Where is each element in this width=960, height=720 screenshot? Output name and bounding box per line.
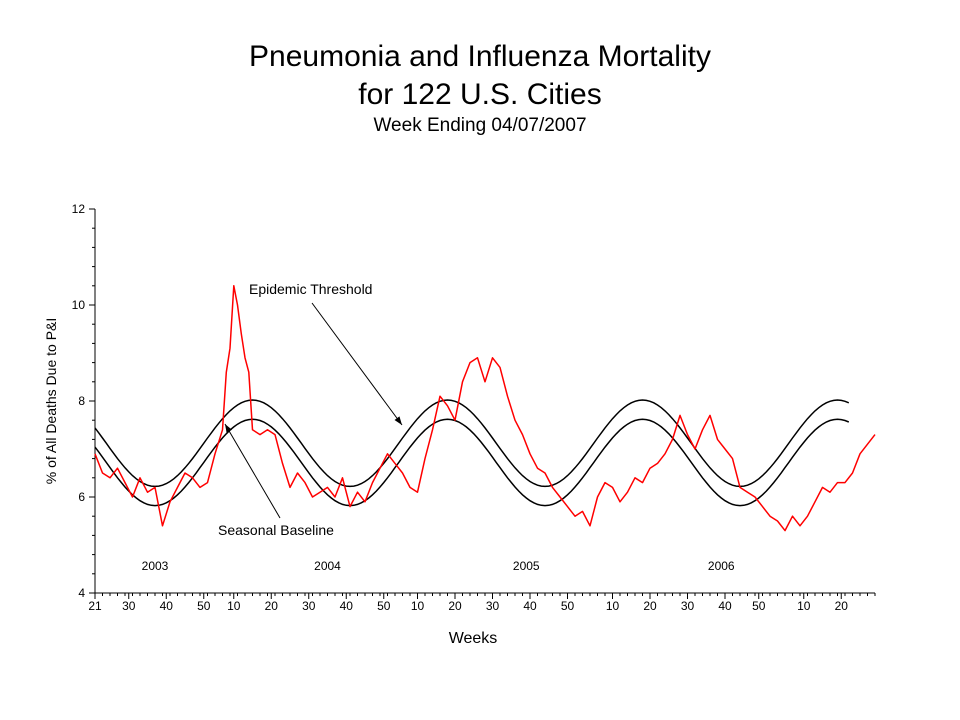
- y-tick-label: 12: [72, 202, 86, 216]
- year-label: 2006: [708, 559, 735, 573]
- x-tick-label: 30: [122, 599, 136, 613]
- chart-title: Pneumonia and Influenza Mortality: [249, 40, 711, 73]
- y-tick-label: 4: [78, 586, 85, 600]
- x-tick-label: 40: [718, 599, 732, 613]
- chart-title-block: Pneumonia and Influenza Mortality for 12…: [0, 38, 960, 138]
- x-tick-label: 50: [561, 599, 575, 613]
- y-axis-label: % of All Deaths Due to P&I: [43, 318, 59, 485]
- x-tick-label: 50: [197, 599, 211, 613]
- baseline-line: [94, 418, 850, 507]
- annotation-epidemic-threshold: Epidemic Threshold: [249, 281, 372, 297]
- annotation-seasonal-baseline: Seasonal Baseline: [218, 522, 334, 538]
- x-tick-label: 50: [752, 599, 766, 613]
- chart-subtitle: Week Ending 04/07/2007: [373, 115, 587, 136]
- x-tick-label: 21: [88, 599, 102, 613]
- x-tick-label: 40: [523, 599, 537, 613]
- x-tick-label: 20: [835, 599, 849, 613]
- x-tick-label: 20: [265, 599, 279, 613]
- y-tick-label: 10: [72, 298, 86, 312]
- baseline-arrow: [224, 423, 281, 519]
- x-tick-label: 40: [160, 599, 174, 613]
- axes: [94, 209, 875, 594]
- x-tick-label: 10: [606, 599, 620, 613]
- series-lines: [94, 285, 876, 532]
- year-label: 2005: [513, 559, 540, 573]
- x-axis-label: Weeks: [449, 630, 498, 647]
- x-tick-label: 40: [340, 599, 354, 613]
- chart-title-line2: for 122 U.S. Cities: [358, 78, 602, 111]
- y-tick-label: 8: [78, 394, 85, 408]
- year-label: 2004: [314, 559, 341, 573]
- x-tick-label: 30: [486, 599, 500, 613]
- x-tick-label: 20: [448, 599, 462, 613]
- x-tick-label: 50: [377, 599, 391, 613]
- baseline-arrow-head: [225, 424, 232, 433]
- x-tick-label: 20: [643, 599, 657, 613]
- x-tick-label: 10: [797, 599, 811, 613]
- x-tick-label: 30: [681, 599, 695, 613]
- threshold-arrow-head: [394, 416, 402, 425]
- x-tick-label: 10: [227, 599, 241, 613]
- threshold-line: [94, 399, 850, 488]
- x-tick-label: 30: [302, 599, 316, 613]
- year-label: 2003: [142, 559, 169, 573]
- observed-series-line: [94, 285, 876, 532]
- x-tick-label: 10: [411, 599, 425, 613]
- y-tick-label: 6: [78, 490, 85, 504]
- labels: 2003 2004 2005 2006 Epidemic Threshold Season…: [142, 281, 735, 573]
- ticks: 4 6 8 10 12 21 30 40 50 10 20 30 40 50 10 20 30 40 50 10 20 3…: [72, 202, 876, 613]
- threshold-arrow: [311, 302, 403, 426]
